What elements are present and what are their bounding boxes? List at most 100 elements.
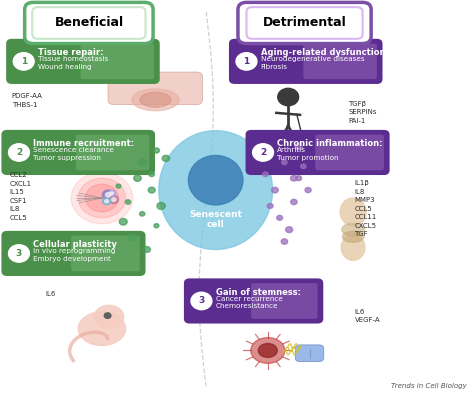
FancyBboxPatch shape <box>81 44 154 79</box>
Text: 2: 2 <box>16 148 22 157</box>
Text: Tumor promotion: Tumor promotion <box>277 154 339 161</box>
Text: Embryo development: Embryo development <box>33 255 111 262</box>
Text: Wound healing: Wound healing <box>38 63 91 70</box>
FancyBboxPatch shape <box>238 2 371 44</box>
FancyBboxPatch shape <box>76 135 149 170</box>
FancyBboxPatch shape <box>229 39 383 84</box>
Circle shape <box>296 176 301 181</box>
FancyBboxPatch shape <box>25 2 153 44</box>
Circle shape <box>267 204 273 208</box>
Text: Cancer recurrence: Cancer recurrence <box>216 296 283 302</box>
Text: Tumor suppression: Tumor suppression <box>33 154 101 161</box>
Circle shape <box>134 175 141 181</box>
Circle shape <box>106 193 110 197</box>
Text: In vivo reprogramming: In vivo reprogramming <box>33 248 116 255</box>
Circle shape <box>295 143 302 150</box>
FancyBboxPatch shape <box>246 7 363 39</box>
Text: Arthritis: Arthritis <box>277 147 306 154</box>
FancyBboxPatch shape <box>303 44 377 79</box>
Circle shape <box>157 202 165 209</box>
Circle shape <box>119 219 127 225</box>
Circle shape <box>138 159 146 166</box>
Circle shape <box>9 144 29 161</box>
Text: Trends in Cell Biology: Trends in Cell Biology <box>391 383 467 389</box>
Circle shape <box>149 172 155 177</box>
Circle shape <box>125 200 131 204</box>
Circle shape <box>191 292 212 310</box>
Circle shape <box>71 172 133 224</box>
Ellipse shape <box>342 231 364 242</box>
Ellipse shape <box>78 312 126 345</box>
Circle shape <box>9 245 29 262</box>
FancyBboxPatch shape <box>184 278 323 324</box>
Text: 2: 2 <box>260 148 266 157</box>
Text: Gain of stemness:: Gain of stemness: <box>216 288 301 297</box>
FancyBboxPatch shape <box>295 345 324 362</box>
Text: Immune recruitment:: Immune recruitment: <box>33 139 134 148</box>
Ellipse shape <box>341 234 365 261</box>
Circle shape <box>277 215 283 220</box>
Circle shape <box>111 198 116 202</box>
FancyBboxPatch shape <box>32 7 146 39</box>
Text: Neurodegenerative diseases: Neurodegenerative diseases <box>261 56 365 63</box>
Circle shape <box>291 175 297 181</box>
Circle shape <box>278 88 299 106</box>
Circle shape <box>104 313 111 318</box>
Text: IL6
VEGF-A: IL6 VEGF-A <box>355 309 380 324</box>
FancyBboxPatch shape <box>246 130 390 175</box>
Text: Chemoresistance: Chemoresistance <box>216 303 278 309</box>
FancyBboxPatch shape <box>1 231 146 276</box>
Circle shape <box>148 187 155 193</box>
Text: CCL2
CXCL1
IL15
CSF1
IL8
CCL5: CCL2 CXCL1 IL15 CSF1 IL8 CCL5 <box>9 172 32 221</box>
Circle shape <box>102 190 114 200</box>
Text: Senescence clearance: Senescence clearance <box>33 147 114 154</box>
Circle shape <box>85 184 118 212</box>
Ellipse shape <box>258 344 277 358</box>
Circle shape <box>108 190 116 196</box>
Circle shape <box>110 192 114 195</box>
Circle shape <box>301 164 306 169</box>
Text: Tissue homeostasis: Tissue homeostasis <box>38 56 108 63</box>
Circle shape <box>281 239 288 244</box>
Text: IL1β
IL8
MMP3
CCL5
CCL11
CXCL5
TGF: IL1β IL8 MMP3 CCL5 CCL11 CXCL5 TGF <box>355 180 377 237</box>
Text: Fibrosis: Fibrosis <box>261 63 288 70</box>
Circle shape <box>291 199 297 205</box>
Text: IL6: IL6 <box>45 291 55 297</box>
Ellipse shape <box>251 337 285 364</box>
Ellipse shape <box>94 305 124 328</box>
Text: Beneficial: Beneficial <box>55 17 124 29</box>
Circle shape <box>286 227 292 232</box>
Text: Cellular plasticity: Cellular plasticity <box>33 240 117 249</box>
Text: TGFβ
SERPINs
PAI-1: TGFβ SERPINs PAI-1 <box>348 101 377 124</box>
Circle shape <box>267 148 273 153</box>
Circle shape <box>162 155 170 162</box>
Circle shape <box>154 224 159 228</box>
Text: 1: 1 <box>20 57 27 66</box>
Text: PDGF-AA
THBS-1: PDGF-AA THBS-1 <box>12 93 43 108</box>
Ellipse shape <box>132 89 179 110</box>
FancyBboxPatch shape <box>6 39 160 84</box>
Text: Chronic inflammation:: Chronic inflammation: <box>277 139 383 148</box>
Text: Tissue repair:: Tissue repair: <box>38 48 103 57</box>
FancyBboxPatch shape <box>108 72 202 105</box>
Circle shape <box>263 172 268 177</box>
Ellipse shape <box>159 131 273 249</box>
Circle shape <box>144 247 150 252</box>
Ellipse shape <box>340 198 366 226</box>
Circle shape <box>282 160 287 165</box>
Circle shape <box>78 178 126 218</box>
Circle shape <box>272 187 278 193</box>
FancyBboxPatch shape <box>315 135 384 170</box>
Text: 3: 3 <box>198 297 205 305</box>
Circle shape <box>109 196 118 204</box>
Ellipse shape <box>189 155 243 205</box>
Text: Aging-related dysfunction:: Aging-related dysfunction: <box>261 48 389 57</box>
Circle shape <box>116 184 121 188</box>
Circle shape <box>129 234 137 241</box>
Ellipse shape <box>140 92 171 107</box>
Circle shape <box>154 148 159 153</box>
Circle shape <box>105 200 109 203</box>
FancyBboxPatch shape <box>71 236 140 271</box>
Circle shape <box>139 211 145 216</box>
Circle shape <box>13 53 34 70</box>
